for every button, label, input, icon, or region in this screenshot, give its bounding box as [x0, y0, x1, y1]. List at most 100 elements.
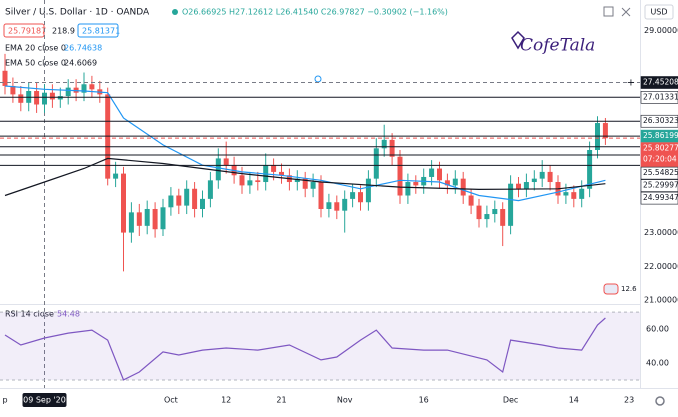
badge: 12.6 [621, 285, 637, 293]
price-label-bg [640, 166, 678, 180]
logo-diamond [511, 30, 525, 50]
candle-body [587, 150, 593, 189]
rsi-legend-value: 54.48 [57, 310, 80, 319]
x-tick-label: 16 [419, 396, 429, 405]
candle-body [365, 178, 371, 203]
icon-window[interactable] [603, 6, 614, 17]
candle-body [563, 192, 569, 196]
candle-body [81, 84, 87, 93]
ask-box[interactable] [77, 23, 119, 38]
x-tick-label: 14 [569, 396, 579, 405]
candle-body [168, 195, 174, 208]
x-tick-label: 23 [624, 396, 634, 405]
candle-body [358, 192, 363, 203]
candle-body [476, 205, 482, 220]
candle-body [342, 198, 348, 211]
candle-body [255, 180, 261, 183]
candle-body [547, 171, 553, 183]
candle-body [413, 182, 419, 186]
y-tick-label: 29.00000 [644, 26, 678, 35]
legend-value: 24.6069 [64, 59, 97, 68]
candle-body [318, 182, 324, 209]
price-label: 25.80277 [643, 144, 678, 153]
y-tick-label: 22.00000 [644, 262, 678, 271]
currency-box[interactable] [644, 4, 674, 20]
candle-body [460, 178, 466, 196]
price-label-bg [640, 191, 678, 205]
line-series [4, 317, 606, 381]
icon-close[interactable] [621, 7, 631, 17]
candle-body [200, 198, 205, 209]
candle-body [49, 92, 55, 100]
x-tick-label: Dec [503, 396, 518, 405]
y-tick-label: 60.00 [646, 325, 669, 334]
candle-body [326, 202, 332, 209]
candle-body [113, 173, 119, 179]
settings-icon[interactable] [655, 396, 665, 406]
candle-body [508, 183, 514, 226]
candle-body [65, 87, 71, 97]
drawing-handle[interactable] [314, 75, 322, 83]
ohlc: O26.66925 H27.12612 L26.41540 C26.97827 … [182, 8, 448, 17]
candle-body [121, 173, 126, 233]
candle-body [279, 171, 284, 176]
candle-body [239, 175, 245, 186]
candle-body [571, 192, 577, 199]
price-label: 24.99347 [643, 193, 678, 202]
currency: USD [650, 8, 667, 17]
candle-body [89, 84, 95, 90]
crosshair-x-label-bg [22, 393, 67, 407]
candle-body [215, 158, 221, 181]
price-label: 25.86199 [643, 131, 678, 140]
price-label: 27.01331 [643, 92, 678, 101]
candle-body [437, 168, 442, 181]
price-label-bg [640, 179, 678, 192]
candle-body [523, 182, 529, 189]
price-label: 25.29997 [643, 181, 678, 190]
candle-body [444, 180, 450, 186]
logo: CofeTala [520, 36, 595, 56]
price-label-bg [640, 142, 678, 167]
x-tick-label: Nov [337, 396, 353, 405]
candle-body [10, 85, 16, 95]
candle-body [484, 214, 490, 220]
candle-body [2, 70, 8, 86]
countdown-label: 07:20:04 [643, 155, 677, 164]
price-label: 26.30323 [643, 116, 678, 125]
y-tick-label: 21.00000 [644, 296, 678, 305]
rsi-legend-name: RSI 14 close [5, 310, 54, 319]
symbol-title: Silver / U.S. Dollar · 1D · OANDA [5, 8, 150, 18]
candle-body [184, 188, 190, 206]
price-label-bg [640, 114, 678, 128]
candle-body [334, 202, 340, 211]
candle-body [302, 178, 308, 189]
x-tick-label: 21 [276, 396, 286, 405]
candle-body [294, 178, 300, 183]
candle-body [207, 180, 213, 199]
candle-body [539, 171, 545, 179]
candle-body [247, 180, 253, 186]
candle-body [516, 183, 521, 189]
price-label: 25.54825 [643, 168, 678, 177]
crosshair-plus: + [627, 78, 635, 89]
spread: 218.9 [52, 27, 75, 36]
candle-body [468, 195, 474, 206]
candle-body [350, 192, 356, 199]
candle-body [152, 208, 158, 230]
candle-body [144, 208, 150, 226]
bid: 25.79187 [8, 27, 46, 36]
candle-body [405, 182, 411, 196]
market-status [172, 9, 178, 15]
candle-body [531, 178, 537, 183]
legend-value: 26.74638 [64, 44, 102, 53]
candle-body [42, 92, 47, 105]
y-tick-label: 40.00 [646, 358, 669, 367]
price-label-bg [640, 76, 678, 89]
legend-name: EMA 20 close 0 [5, 44, 66, 53]
candle-body [579, 188, 585, 199]
candle-body [381, 139, 387, 149]
x-tick-label: p [2, 396, 7, 405]
legend-name: EMA 50 close 0 [5, 59, 66, 68]
y-tick-label: 23.00000 [644, 228, 678, 237]
